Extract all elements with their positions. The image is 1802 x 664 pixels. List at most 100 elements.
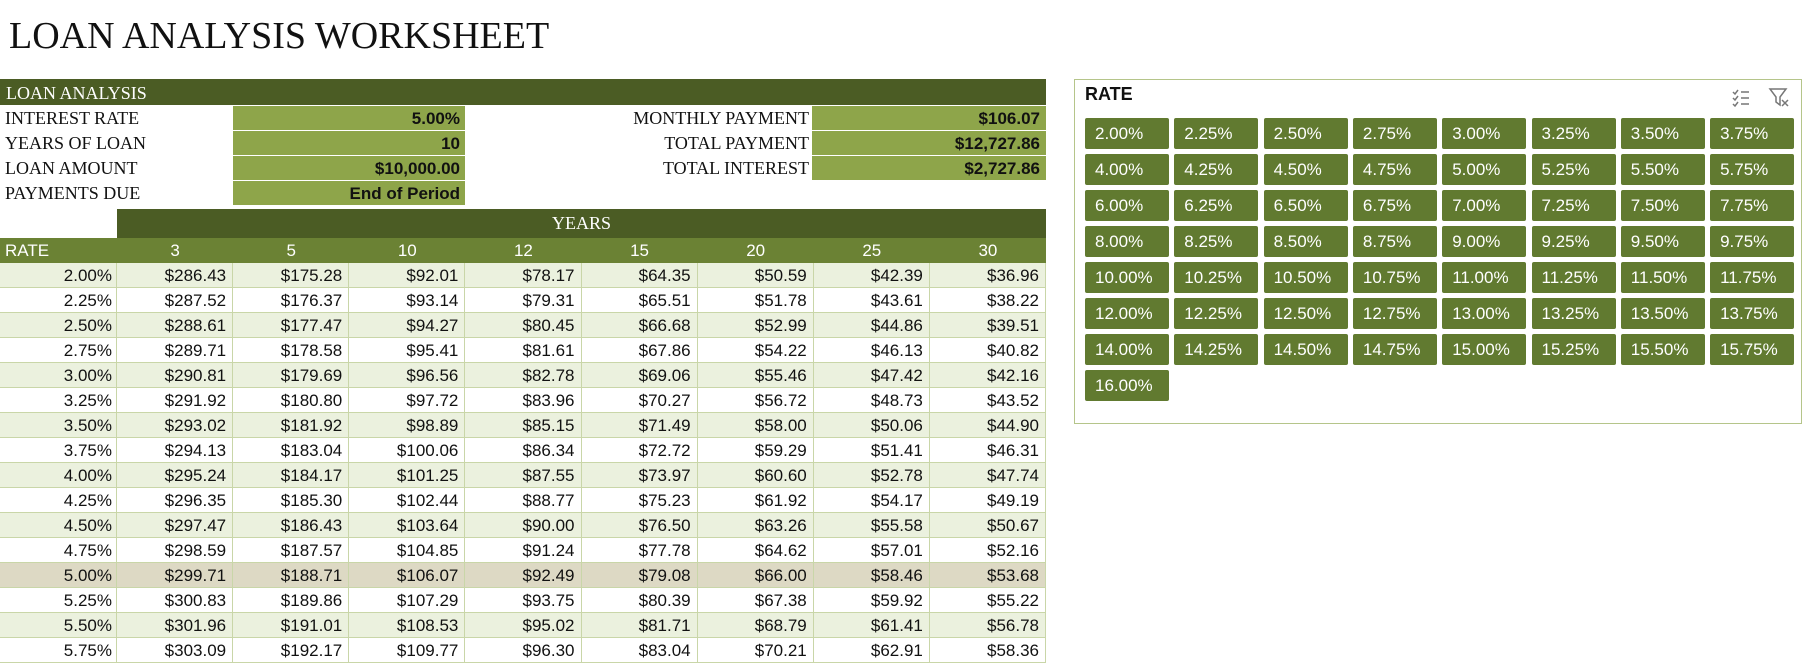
slicer-button[interactable]: 3.50% [1620, 118, 1705, 149]
slicer-button[interactable]: 4.25% [1174, 154, 1259, 185]
slicer-button[interactable]: 4.00% [1085, 154, 1169, 185]
table-cell: $55.46 [697, 363, 814, 388]
slicer-button[interactable]: 14.75% [1352, 334, 1437, 365]
table-cell: $65.51 [581, 288, 698, 313]
input-value: End of Period [233, 181, 465, 206]
table-cell: $52.78 [813, 463, 930, 488]
output-label: TOTAL INTEREST [662, 158, 809, 178]
table-cell: $293.02 [117, 413, 234, 438]
slicer-button[interactable]: 9.00% [1442, 226, 1527, 257]
slicer-button[interactable]: 16.00% [1085, 370, 1169, 401]
table-cell: $61.41 [813, 613, 930, 638]
slicer-button[interactable]: 11.75% [1710, 262, 1795, 293]
slicer-button[interactable]: 10.25% [1174, 262, 1259, 293]
table-cell: $54.17 [813, 488, 930, 513]
slicer-button[interactable]: 15.25% [1531, 334, 1616, 365]
slicer-button[interactable]: 7.75% [1710, 190, 1795, 221]
table-cell: $42.39 [813, 263, 930, 288]
slicer-button[interactable]: 2.00% [1085, 118, 1169, 149]
table-cell: 3.25% [0, 388, 117, 413]
slicer-button[interactable]: 12.75% [1352, 298, 1437, 329]
slicer-button[interactable]: 2.75% [1352, 118, 1437, 149]
table-cell: $288.61 [117, 313, 234, 338]
slicer-button[interactable]: 13.25% [1531, 298, 1616, 329]
slicer-button[interactable]: 6.00% [1085, 190, 1169, 221]
table-cell: $59.92 [813, 588, 930, 613]
slicer-button[interactable]: 11.50% [1620, 262, 1705, 293]
input-value: 10 [233, 131, 465, 156]
table-cell: $57.01 [813, 538, 930, 563]
table-cell: 4.75% [0, 538, 117, 563]
slicer-button[interactable]: 3.75% [1710, 118, 1795, 149]
slicer-button[interactable]: 3.00% [1442, 118, 1527, 149]
table-cell: $50.59 [697, 263, 814, 288]
table-cell: $46.31 [929, 438, 1046, 463]
slicer-button[interactable]: 13.00% [1442, 298, 1527, 329]
slicer-button[interactable]: 12.00% [1085, 298, 1169, 329]
slicer-button[interactable]: 8.25% [1174, 226, 1259, 257]
slicer-button[interactable]: 10.75% [1352, 262, 1437, 293]
slicer-button[interactable]: 15.50% [1620, 334, 1705, 365]
table-header-cell: 5 [233, 238, 350, 263]
table-cell: $295.24 [117, 463, 234, 488]
slicer-button[interactable]: 3.25% [1531, 118, 1616, 149]
table-cell: $180.80 [233, 388, 350, 413]
slicer-button[interactable]: 15.00% [1442, 334, 1527, 365]
section-header: LOAN ANALYSIS [0, 79, 1046, 105]
table-cell: $189.86 [233, 588, 350, 613]
slicer-button[interactable]: 2.50% [1263, 118, 1348, 149]
table-cell: $100.06 [349, 438, 466, 463]
table-cell: $93.14 [349, 288, 466, 313]
slicer-button[interactable]: 13.75% [1710, 298, 1795, 329]
table-cell: $294.13 [117, 438, 234, 463]
slicer-button[interactable]: 12.50% [1263, 298, 1348, 329]
table-cell: $60.60 [697, 463, 814, 488]
table-cell: $107.29 [349, 588, 466, 613]
table-cell: $95.41 [349, 338, 466, 363]
table-cell: 4.50% [0, 513, 117, 538]
slicer-button[interactable]: 6.50% [1263, 190, 1348, 221]
table-header-cell: 3 [117, 238, 234, 263]
slicer-button[interactable]: 11.00% [1442, 262, 1527, 293]
slicer-button[interactable]: 11.25% [1531, 262, 1616, 293]
slicer-button[interactable]: 5.75% [1710, 154, 1795, 185]
slicer-button[interactable]: 13.50% [1620, 298, 1705, 329]
slicer-button[interactable]: 7.50% [1620, 190, 1705, 221]
table-cell: $40.82 [929, 338, 1046, 363]
slicer-button[interactable]: 10.50% [1263, 262, 1348, 293]
table-cell: $289.71 [117, 338, 234, 363]
slicer-button[interactable]: 12.25% [1174, 298, 1259, 329]
slicer-button[interactable]: 6.25% [1174, 190, 1259, 221]
slicer: RATE 2.00% 2.25% 2.50% 2.75% 3.00% 3.25% 3.50%… [1074, 79, 1802, 424]
table-cell: $80.39 [581, 588, 698, 613]
title: LOAN ANALYSIS WORKSHEET [9, 15, 550, 57]
slicer-button[interactable]: 9.75% [1710, 226, 1795, 257]
slicer-button[interactable]: 14.50% [1263, 334, 1348, 365]
table-header-cell: 25 [813, 238, 930, 263]
slicer-button[interactable]: 5.50% [1620, 154, 1705, 185]
slicer-button[interactable]: 14.00% [1085, 334, 1169, 365]
slicer-button[interactable]: 8.50% [1263, 226, 1348, 257]
table-cell: $58.36 [929, 638, 1046, 663]
table-cell: $76.50 [581, 513, 698, 538]
slicer-button[interactable]: 14.25% [1174, 334, 1259, 365]
slicer-icons[interactable] [1730, 86, 1800, 108]
slicer-button[interactable]: 9.25% [1531, 226, 1616, 257]
table-cell: $177.47 [233, 313, 350, 338]
slicer-button[interactable]: 15.75% [1710, 334, 1795, 365]
slicer-button[interactable]: 5.00% [1442, 154, 1527, 185]
slicer-button[interactable]: 4.50% [1263, 154, 1348, 185]
table-header-cell: 10 [349, 238, 466, 263]
slicer-button[interactable]: 7.00% [1442, 190, 1527, 221]
slicer-button[interactable]: 7.25% [1531, 190, 1616, 221]
slicer-button[interactable]: 6.75% [1352, 190, 1437, 221]
table-cell: $291.92 [117, 388, 234, 413]
slicer-button[interactable]: 10.00% [1085, 262, 1169, 293]
slicer-button[interactable]: 2.25% [1174, 118, 1259, 149]
slicer-button[interactable]: 8.00% [1085, 226, 1169, 257]
slicer-button[interactable]: 8.75% [1352, 226, 1437, 257]
slicer-button[interactable]: 4.75% [1352, 154, 1437, 185]
table-header-cell: 12 [465, 238, 582, 263]
slicer-button[interactable]: 5.25% [1531, 154, 1616, 185]
slicer-button[interactable]: 9.50% [1620, 226, 1705, 257]
